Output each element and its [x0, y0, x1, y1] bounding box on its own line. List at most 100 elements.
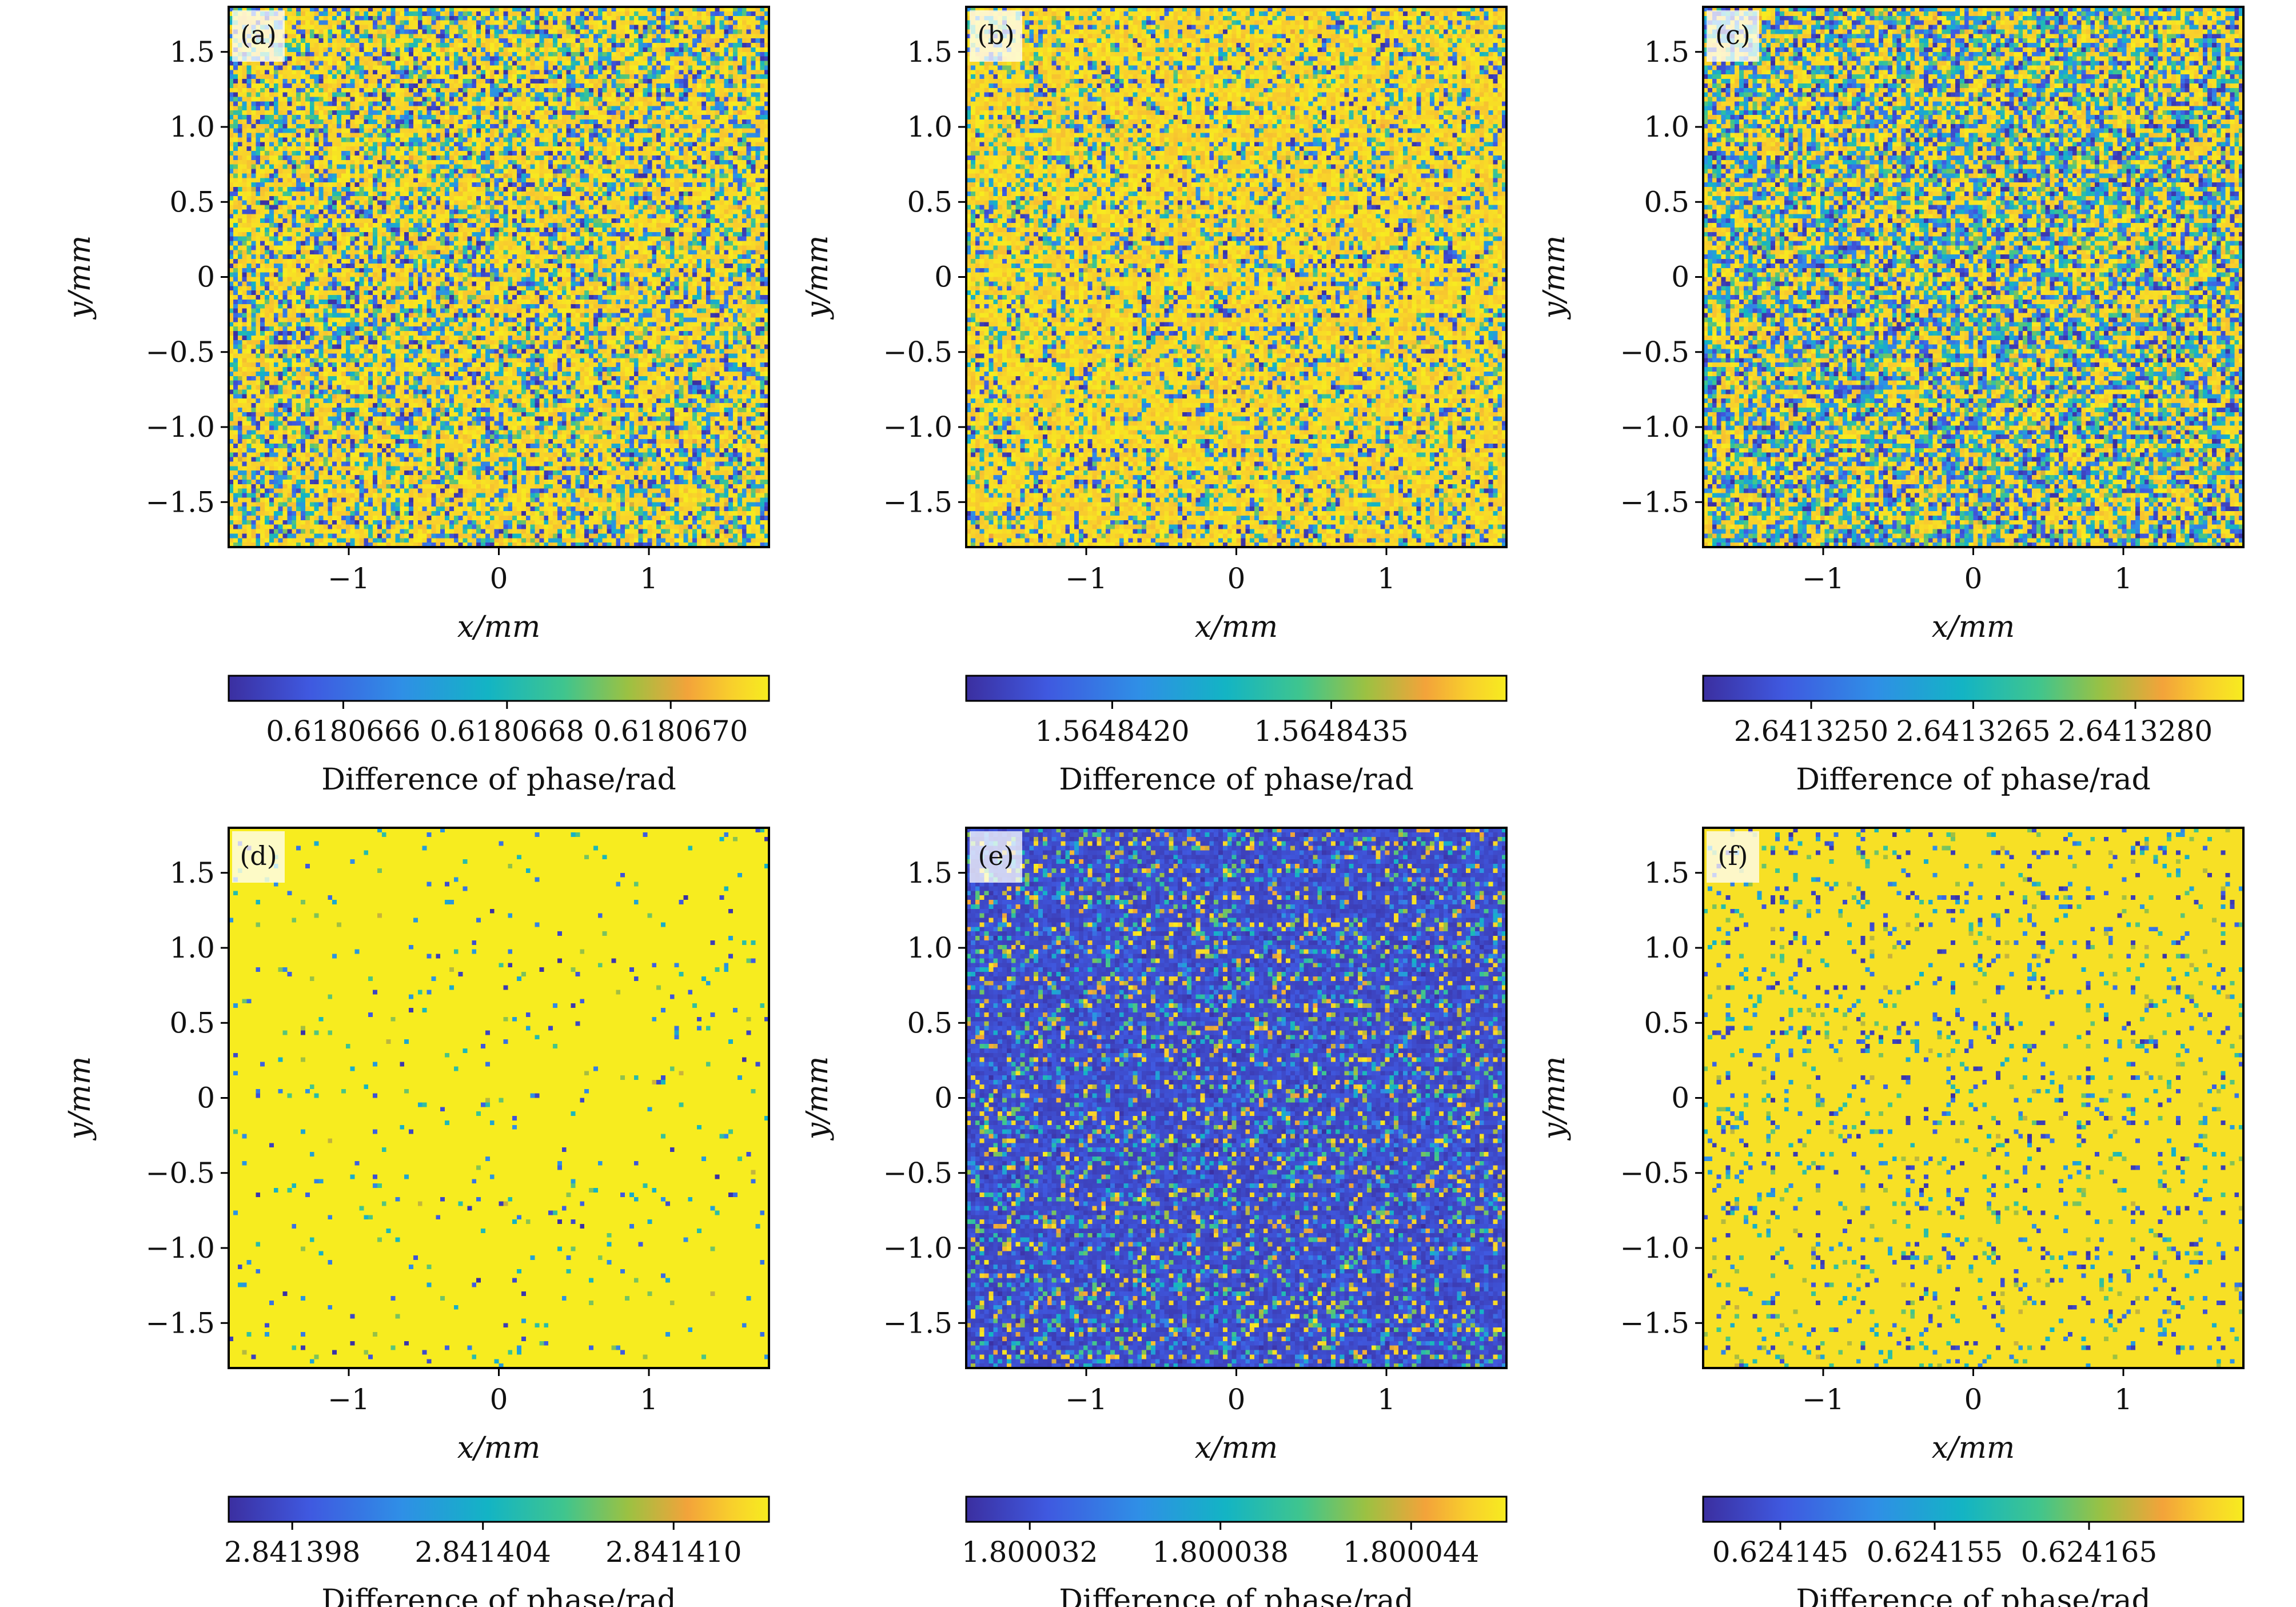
- y-tick-label: 0: [934, 1082, 952, 1115]
- y-tick-label: 0: [934, 261, 952, 294]
- panel-c: (c) −1.5 −1.0 −0.5 0 0.5 1.0 1.5 −1 0 1 x/mm y/mm 2.6…: [1537, 6, 2245, 797]
- y-axis-label: y/mm: [63, 1056, 97, 1141]
- x-tick-label: −1: [1065, 562, 1107, 595]
- colorbar-label: Difference of phase/rad: [1059, 1584, 1414, 1607]
- x-axis-label: x/mm: [1195, 610, 1278, 644]
- y-tick-label: 1.5: [1644, 35, 1689, 69]
- y-tick-label: −1.0: [146, 1231, 215, 1265]
- colorbar-label: Difference of phase/rad: [1796, 1584, 2151, 1607]
- x-tick-label: 1: [1377, 1383, 1396, 1416]
- y-tick-label: 0: [1671, 261, 1689, 294]
- colorbar-tick-label: 1.5648420: [1035, 715, 1189, 748]
- colorbar-tick-label: 2.841404: [414, 1536, 551, 1569]
- x-tick-label: 1: [640, 1383, 658, 1416]
- panel-b: (b) −1.5 −1.0 −0.5 0 0.5 1.0 1.5 −1 0 1 x/mm y/mm 1.5…: [800, 6, 1508, 797]
- heatmap-image: [1703, 828, 2243, 1368]
- x-axis-label: x/mm: [457, 610, 540, 644]
- y-tick-label: 1.5: [907, 35, 952, 69]
- y-tick-label: −0.5: [883, 1157, 952, 1190]
- y-tick-label: −1.5: [146, 1306, 215, 1339]
- colorbar: [1702, 1496, 2245, 1523]
- colorbar: [1702, 675, 2245, 702]
- colorbar-tick-label: 1.800038: [1152, 1536, 1289, 1569]
- x-tick-label: −1: [1802, 1383, 1844, 1416]
- y-tick-label: 1.0: [1644, 110, 1689, 143]
- x-tick-label: −1: [1065, 1383, 1107, 1416]
- panel-e: (e) −1.5 −1.0 −0.5 0 0.5 1.0 1.5 −1 0 1 x/mm y/mm 1.8…: [800, 827, 1508, 1607]
- colorbar-tick-label: 0.624145: [1712, 1536, 1849, 1569]
- x-tick-label: 0: [490, 1383, 508, 1416]
- y-tick-label: −0.5: [146, 336, 215, 369]
- y-tick-label: 1.0: [169, 110, 215, 143]
- y-tick-label: −1.5: [1620, 1306, 1689, 1339]
- colorbar-label: Difference of phase/rad: [1059, 763, 1414, 797]
- y-tick-label: 0: [197, 1082, 215, 1115]
- colorbar-tick-label: 2.6413280: [2058, 715, 2213, 748]
- colorbar: [228, 675, 770, 702]
- colorbar-tick-label: 0.624165: [2021, 1536, 2158, 1569]
- colorbar-tick-label: 1.800032: [962, 1536, 1098, 1569]
- y-axis-label: y/mm: [63, 236, 97, 320]
- x-axis-label: x/mm: [1932, 610, 2015, 644]
- panel-label: (c): [1715, 19, 1751, 50]
- panel-label: (a): [240, 19, 276, 50]
- colorbar-label: Difference of phase/rad: [321, 763, 676, 797]
- colorbar-tick-label: 2.841398: [224, 1536, 361, 1569]
- y-tick-label: −0.5: [883, 336, 952, 369]
- y-tick-label: 1.0: [907, 931, 952, 964]
- y-tick-label: 1.5: [1644, 856, 1689, 890]
- x-tick-label: −1: [1802, 562, 1844, 595]
- y-tick-label: 1.0: [169, 931, 215, 964]
- y-tick-label: −1.5: [883, 485, 952, 519]
- x-tick-label: 0: [1964, 1383, 1983, 1416]
- y-tick-label: −1.5: [883, 1306, 952, 1339]
- y-tick-label: 1.0: [907, 110, 952, 143]
- colorbar-tick-label: 2.841410: [605, 1536, 742, 1569]
- colorbar-tick-label: 0.6180670: [593, 715, 748, 748]
- x-tick-label: 1: [2114, 562, 2132, 595]
- colorbar: [228, 1496, 770, 1523]
- y-tick-label: 0.5: [169, 185, 215, 218]
- y-tick-label: 0.5: [907, 185, 952, 218]
- y-tick-label: 0.5: [1644, 1006, 1689, 1039]
- y-tick-label: 1.5: [169, 856, 215, 890]
- y-axis-label: y/mm: [1537, 1056, 1572, 1141]
- heatmap-image: [229, 7, 769, 547]
- x-axis-label: x/mm: [457, 1431, 540, 1465]
- x-tick-label: 1: [640, 562, 658, 595]
- panel-f: (f) −1.5 −1.0 −0.5 0 0.5 1.0 1.5 −1 0 1 x/mm y/mm 0.6…: [1537, 827, 2245, 1607]
- colorbar-label: Difference of phase/rad: [1796, 763, 2151, 797]
- colorbar-tick-label: 1.5648435: [1254, 715, 1408, 748]
- colorbar-tick-label: 2.6413250: [1734, 715, 1888, 748]
- y-tick-label: 0.5: [169, 1006, 215, 1039]
- panel-label: (f): [1718, 840, 1748, 871]
- y-tick-label: −1.5: [146, 485, 215, 519]
- heatmap-image: [1703, 7, 2243, 547]
- x-tick-label: 1: [2114, 1383, 2132, 1416]
- panel-label-box: [970, 831, 1022, 883]
- x-tick-label: 0: [1227, 562, 1246, 595]
- panel-a: (a) −1.5 −1.0 −0.5 0 0.5 1.0 1.5 −1 0 1 x/mm y/mm 0.6…: [63, 6, 770, 797]
- heatmap-image: [966, 828, 1506, 1368]
- x-tick-label: −1: [328, 1383, 370, 1416]
- panel-d: (d) −1.5 −1.0 −0.5 0 0.5 1.0 1.5 −1 0 1 x/mm y/mm 2.8…: [63, 827, 770, 1607]
- y-tick-label: −1.5: [1620, 485, 1689, 519]
- panel-label-box: [970, 10, 1022, 62]
- y-tick-label: 1.5: [169, 35, 215, 69]
- panel-label-box: [1707, 10, 1759, 62]
- colorbar-tick-label: 0.6180668: [430, 715, 584, 748]
- colorbar: [965, 1496, 1508, 1523]
- y-tick-label: 0.5: [1644, 185, 1689, 218]
- y-tick-label: −1.0: [883, 410, 952, 444]
- y-tick-label: −0.5: [146, 1157, 215, 1190]
- heatmap-image: [966, 7, 1506, 547]
- panel-label-box: [1707, 831, 1759, 883]
- y-tick-label: −0.5: [1620, 336, 1689, 369]
- x-tick-label: 1: [1377, 562, 1396, 595]
- y-axis-label: y/mm: [1537, 236, 1572, 320]
- panel-label: (b): [977, 19, 1014, 50]
- x-tick-label: −1: [328, 562, 370, 595]
- x-axis-label: x/mm: [1195, 1431, 1278, 1465]
- colorbar-tick-label: 2.6413265: [1896, 715, 2050, 748]
- y-tick-label: −0.5: [1620, 1157, 1689, 1190]
